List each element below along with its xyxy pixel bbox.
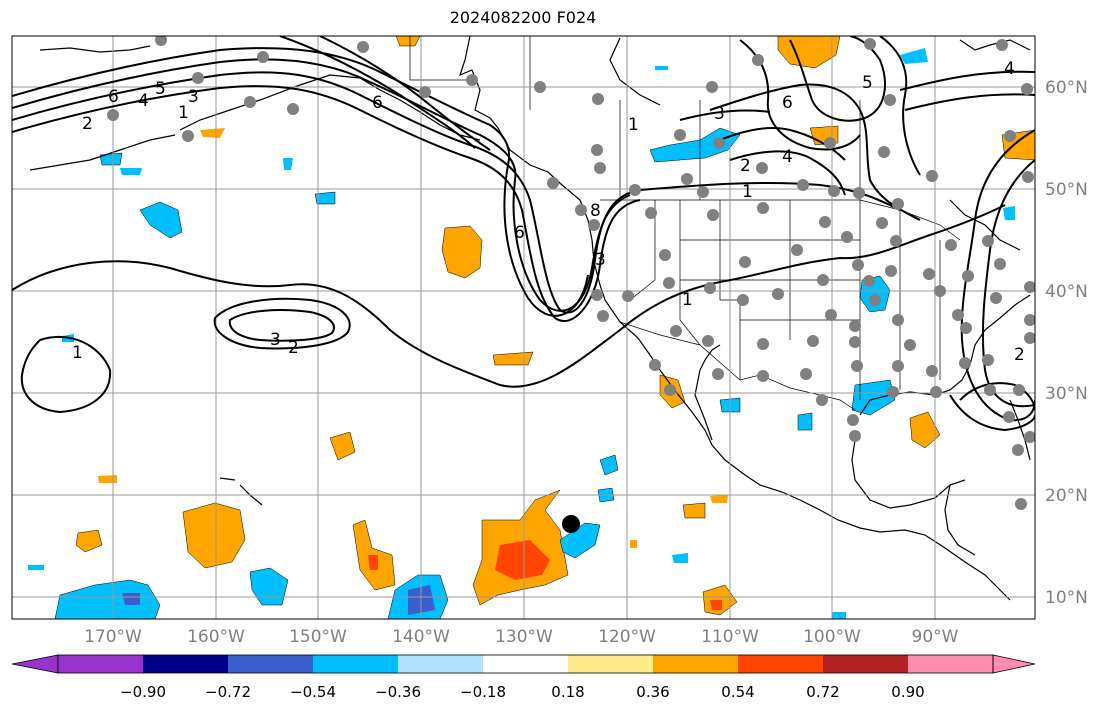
political-borders bbox=[409, 36, 961, 411]
contour-label: 2 bbox=[740, 156, 751, 176]
colorbar-segment bbox=[653, 655, 738, 673]
colorbar-tick-label: 0.36 bbox=[636, 683, 669, 701]
colorbar: −0.90 −0.72 −0.54 −0.36 −0.18 0.18 0.36 … bbox=[11, 654, 1036, 701]
contour-label-group: 6 4 2 1 5 3 6 1 3 6 2 4 1 5 4 6 8 3 1 3 … bbox=[72, 59, 1025, 365]
lon-label: 170°W bbox=[84, 627, 142, 647]
lon-label: 150°W bbox=[289, 627, 347, 647]
colorbar-segment bbox=[738, 655, 823, 673]
colorbar-tick-label: 0.72 bbox=[806, 683, 839, 701]
longitude-labels: 170°W 160°W 150°W 140°W 130°W 120°W 110°… bbox=[84, 627, 959, 647]
colorbar-segment bbox=[313, 655, 398, 673]
contour-label: 3 bbox=[188, 87, 199, 107]
colorbar-tick-label: 0.54 bbox=[721, 683, 754, 701]
height-anomaly-contours bbox=[12, 36, 1035, 432]
contour-label: 4 bbox=[138, 91, 149, 111]
lat-label: 40°N bbox=[1045, 282, 1088, 302]
contour-label: 6 bbox=[782, 93, 793, 113]
contour-label: 1 bbox=[742, 182, 753, 202]
colorbar-extend-min bbox=[11, 654, 59, 674]
colorbar-segment bbox=[908, 655, 993, 673]
contour-label: 1 bbox=[628, 115, 639, 135]
contour-label: 5 bbox=[155, 79, 166, 99]
colorbar-segment bbox=[568, 655, 653, 673]
colorbar-segment bbox=[143, 655, 228, 673]
storm-center-marker bbox=[562, 515, 580, 533]
colorbar-tick-label: −0.54 bbox=[290, 683, 336, 701]
contour-label: 6 bbox=[108, 87, 119, 107]
contour-label: 3 bbox=[270, 330, 281, 350]
contour-label: 2 bbox=[1014, 345, 1025, 365]
contour-label: 2 bbox=[82, 114, 93, 134]
colorbar-extend-max bbox=[992, 654, 1036, 674]
colorbar-tick-label: 0.90 bbox=[891, 683, 924, 701]
contour-label: 1 bbox=[72, 343, 83, 363]
graticule bbox=[12, 36, 1035, 619]
map-frame bbox=[11, 35, 1036, 620]
contour-label: 4 bbox=[1004, 59, 1015, 79]
station-dots bbox=[107, 36, 1035, 510]
lon-label: 100°W bbox=[803, 627, 861, 647]
colorbar-tick-label: −0.90 bbox=[120, 683, 166, 701]
lat-label: 30°N bbox=[1045, 384, 1088, 404]
contour-label: 6 bbox=[372, 93, 383, 113]
lat-label: 50°N bbox=[1045, 180, 1088, 200]
contour-label: 1 bbox=[682, 290, 693, 310]
colorbar-segment bbox=[823, 655, 908, 673]
colorbar-segment bbox=[398, 655, 483, 673]
colorbar-segment bbox=[58, 655, 143, 673]
contour-label: 6 bbox=[514, 223, 525, 243]
colorbar-segment bbox=[228, 655, 313, 673]
map-title: 2024082200 F024 bbox=[449, 8, 597, 27]
lon-label: 110°W bbox=[701, 627, 759, 647]
lat-label: 10°N bbox=[1045, 588, 1088, 608]
contour-label: 4 bbox=[782, 147, 793, 167]
contour-label: 5 bbox=[862, 73, 873, 93]
latitude-labels: 60°N 50°N 40°N 30°N 20°N 10°N bbox=[1045, 78, 1088, 608]
colorbar-tick-label: −0.72 bbox=[205, 683, 251, 701]
contour-label: 2 bbox=[288, 338, 299, 358]
colorbar-outline bbox=[57, 654, 994, 674]
contour-label: 3 bbox=[595, 250, 606, 270]
lon-label: 160°W bbox=[187, 627, 245, 647]
colorbar-tick-label: −0.18 bbox=[460, 683, 506, 701]
colorbar-tick-label: 0.18 bbox=[551, 683, 584, 701]
colorbar-tick-label: −0.36 bbox=[375, 683, 421, 701]
anomaly-fills bbox=[28, 36, 1035, 619]
contour-label: 1 bbox=[178, 103, 189, 123]
contour-label: 3 bbox=[714, 104, 725, 124]
lon-label: 140°W bbox=[392, 627, 450, 647]
colorbar-segment bbox=[483, 655, 568, 673]
contour-label: 8 bbox=[590, 201, 601, 221]
lat-label: 60°N bbox=[1045, 78, 1088, 98]
lat-label: 20°N bbox=[1045, 486, 1088, 506]
lon-label: 130°W bbox=[495, 627, 553, 647]
lon-label: 90°W bbox=[912, 627, 959, 647]
lon-label: 120°W bbox=[598, 627, 656, 647]
